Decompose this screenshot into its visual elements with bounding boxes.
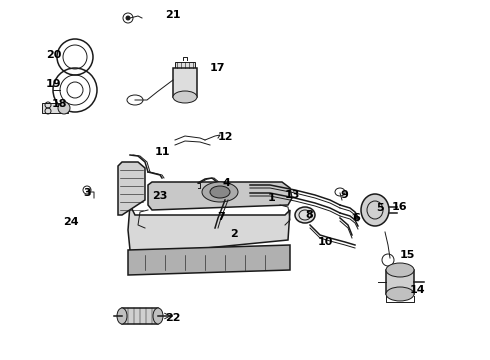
Text: 9: 9 <box>340 190 348 200</box>
Ellipse shape <box>117 308 127 324</box>
Polygon shape <box>386 270 414 294</box>
Ellipse shape <box>386 263 414 277</box>
Text: 23: 23 <box>152 191 168 201</box>
Ellipse shape <box>202 182 238 202</box>
Polygon shape <box>173 68 197 97</box>
Text: 11: 11 <box>155 147 171 157</box>
Text: 21: 21 <box>165 10 180 20</box>
Text: 5: 5 <box>376 203 384 213</box>
Text: 2: 2 <box>230 229 238 239</box>
Ellipse shape <box>173 91 197 103</box>
Text: 1: 1 <box>268 193 276 203</box>
Polygon shape <box>118 162 145 215</box>
Text: 24: 24 <box>63 217 78 227</box>
Text: 13: 13 <box>285 190 300 200</box>
Text: 17: 17 <box>210 63 225 73</box>
Polygon shape <box>175 62 195 68</box>
Text: 4: 4 <box>222 178 230 188</box>
Ellipse shape <box>361 194 389 226</box>
Ellipse shape <box>58 102 70 114</box>
Text: 16: 16 <box>392 202 408 212</box>
Text: 18: 18 <box>52 99 68 109</box>
Text: 14: 14 <box>410 285 426 295</box>
Text: 8: 8 <box>305 210 313 220</box>
Polygon shape <box>148 182 292 210</box>
Polygon shape <box>122 308 158 324</box>
Text: 7: 7 <box>217 212 225 222</box>
Text: 19: 19 <box>46 79 62 89</box>
Ellipse shape <box>153 308 163 324</box>
Polygon shape <box>128 205 290 255</box>
Ellipse shape <box>386 287 414 301</box>
Ellipse shape <box>126 16 130 20</box>
Text: 20: 20 <box>46 50 61 60</box>
Ellipse shape <box>210 186 230 198</box>
Text: 22: 22 <box>165 313 180 323</box>
Ellipse shape <box>295 207 315 223</box>
Text: 12: 12 <box>218 132 234 142</box>
Polygon shape <box>128 245 290 275</box>
Text: 3: 3 <box>83 188 91 198</box>
Text: 10: 10 <box>318 237 333 247</box>
Text: 15: 15 <box>400 250 416 260</box>
Polygon shape <box>42 103 68 113</box>
Text: 6: 6 <box>352 213 360 223</box>
